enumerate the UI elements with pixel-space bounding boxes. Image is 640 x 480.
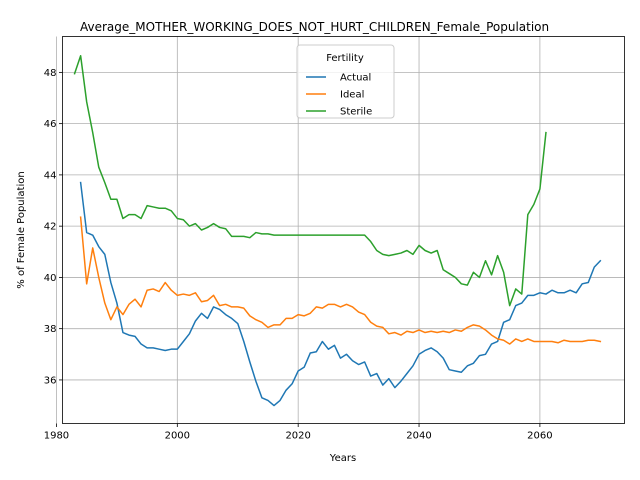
legend-box — [296, 44, 395, 119]
legend-items: Actual Ideal Sterile — [306, 73, 372, 118]
plot-frame — [62, 36, 625, 424]
y-axis-label: % of Female Population — [16, 171, 27, 288]
y-tick-label: 42 — [44, 222, 57, 233]
series-line-actual — [79, 181, 602, 407]
legend: Fertility Actual Ideal Sterile — [296, 44, 395, 119]
series-lines — [73, 54, 602, 407]
x-axis-label: Years — [329, 453, 356, 464]
legend-label-sterile: Sterile — [340, 107, 372, 118]
series-line-ideal — [79, 216, 602, 345]
legend-label-actual: Actual — [340, 73, 371, 84]
legend-label-ideal: Ideal — [340, 90, 364, 101]
y-tick-label: 48 — [44, 68, 57, 79]
y-tick-label: 36 — [44, 375, 57, 386]
y-tick-label: 40 — [44, 273, 57, 284]
legend-title: Fertility — [326, 53, 364, 64]
series-line-sterile — [73, 54, 547, 307]
y-tick-label: 46 — [44, 119, 57, 130]
x-tick-label: 2060 — [527, 431, 552, 442]
x-tick-label: 2000 — [165, 431, 190, 442]
y-tick-label: 38 — [44, 324, 57, 335]
x-tick-label: 2020 — [285, 431, 310, 442]
x-tick-label: 2040 — [406, 431, 431, 442]
chart-title: Average_MOTHER_WORKING_DOES_NOT_HURT_CHI… — [80, 20, 549, 34]
axis-ticks: 1980 2000 2020 2040 2060 36 38 40 42 44 46 48 — [44, 68, 553, 442]
x-tick-label: 1980 — [44, 431, 69, 442]
y-tick-label: 44 — [44, 170, 57, 181]
